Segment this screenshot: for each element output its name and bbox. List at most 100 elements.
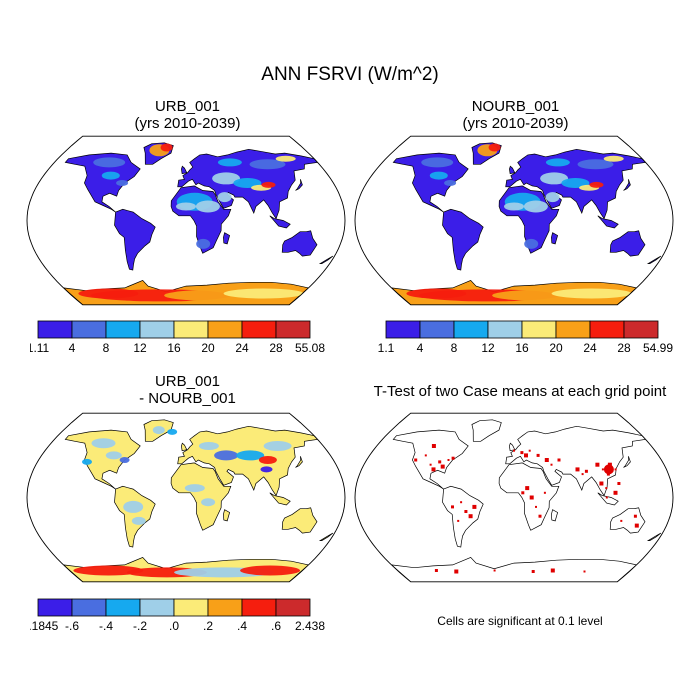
colorbar-tick-label: 24 [235,341,249,354]
colorbar-swatch [241,598,277,617]
panel-1-title-line1: URB_001 [154,98,221,115]
significant-cell [431,444,436,448]
colorbar-tick-label: 1.11 [30,341,50,354]
colorbar-tick-label: 12 [133,341,147,354]
colorbar-swatch [37,598,73,617]
value-patch [577,159,614,170]
value-patch [444,180,457,186]
colorbar-swatch [173,320,209,339]
colorbar-tick-label: .2 [203,619,213,632]
significant-cell [538,514,542,518]
value-patch [160,143,173,152]
value-patch [429,171,448,180]
value-patch [275,155,296,162]
value-patch [167,428,178,435]
colorbar-swatch [71,320,107,339]
value-patch [540,172,569,185]
landmass-madagascar [223,232,231,245]
value-patch [589,181,604,188]
landmass-samerica [442,485,484,548]
value-patch [504,202,524,211]
panel-3-title: URB_001 - NOURB_001 [25,373,350,407]
value-patch [261,181,276,188]
landmass-uk [181,165,188,175]
significant-cell [531,570,535,573]
significant-cell [434,569,438,572]
landmass-japan [295,456,303,468]
colorbar-swatch [139,598,175,617]
significant-cell [431,467,436,472]
significant-cell [447,459,450,461]
significant-cell [605,487,608,490]
significant-cell [583,570,586,573]
colorbar-tick-label: 1.1 [378,341,395,354]
significant-cell [414,458,418,462]
significant-cell [595,462,600,467]
panel-2-title-line2: (yrs 2010-2039) [462,115,569,132]
colorbar-tick-label: 8 [103,341,110,354]
value-patch [198,442,219,450]
colorbar-swatch [487,320,523,339]
value-patch [152,426,165,435]
significant-cell [575,467,580,472]
landmass-namerica [64,429,141,490]
landmass-samerica [114,485,156,548]
colorbar-tick-label: 28 [269,341,283,354]
value-patch [176,202,196,211]
colorbar-tick-label: 16 [167,341,181,354]
landmass-nz [318,532,334,541]
colorbar-difference: -2.1845 -.6 -.4 -.2 .0 .2 .4 .6 2.438 [30,598,325,632]
map-border [26,412,346,583]
significant-cell [603,464,614,475]
significant-cell [536,453,540,457]
landmass-africa [498,462,560,531]
landmass-samerica [442,208,484,271]
colorbar-tick-label: 20 [201,341,215,354]
colorbar-swatch [105,320,141,339]
colorbar-tick-label: .0 [169,619,179,632]
landmass-nz [318,255,334,264]
landmass-uk [509,165,516,175]
landmass-indonesia [597,215,619,229]
landmass-australia [609,230,646,257]
landmass-namerica [392,152,469,213]
value-patch [201,498,216,507]
colorbar-tick-label: 4 [69,341,76,354]
panel-1-title-line2: (yrs 2010-2039) [134,115,241,132]
colorbar-tick-label: -.4 [99,619,113,632]
colorbar-swatch [207,320,243,339]
value-patch [240,565,301,576]
significant-cell [451,456,455,460]
landmass-namerica [64,152,141,213]
landmass-australia [281,507,318,534]
panel-2-title-line1: NOURB_001 [471,98,560,115]
landmass-australia [281,230,318,257]
colorbar-swatch [275,598,311,617]
significant-cell [529,495,534,500]
significant-cell [584,469,588,473]
significant-cell [601,468,604,471]
colorbar-swatch [173,598,209,617]
value-patch [258,456,277,464]
map-border [26,135,346,306]
significant-cell [613,490,618,495]
value-patch [545,158,570,167]
landmass-japan [623,456,631,468]
colorbar-tick-label: 12 [481,341,495,354]
colorbar-swatch [555,320,591,339]
colorbar-urb: 1.11 4 8 12 16 20 24 28 55.08 [30,320,325,354]
colorbar-tick-label: 20 [549,341,563,354]
significant-cell [457,519,460,522]
value-patch [212,172,241,185]
value-patch [217,192,232,203]
value-patch [91,438,116,449]
colorbar-swatch [241,320,277,339]
landmass-australia [609,507,646,534]
colorbar-swatch [419,320,455,339]
landmass-indonesia [269,215,291,229]
value-patch [603,155,624,162]
landmass-indonesia [269,492,291,506]
value-patch [82,458,92,465]
significant-cell [464,510,468,513]
colorbar-tick-label: 4 [417,341,424,354]
